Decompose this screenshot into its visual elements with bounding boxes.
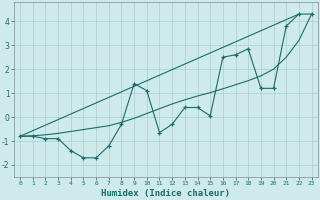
X-axis label: Humidex (Indice chaleur): Humidex (Indice chaleur) (101, 189, 230, 198)
